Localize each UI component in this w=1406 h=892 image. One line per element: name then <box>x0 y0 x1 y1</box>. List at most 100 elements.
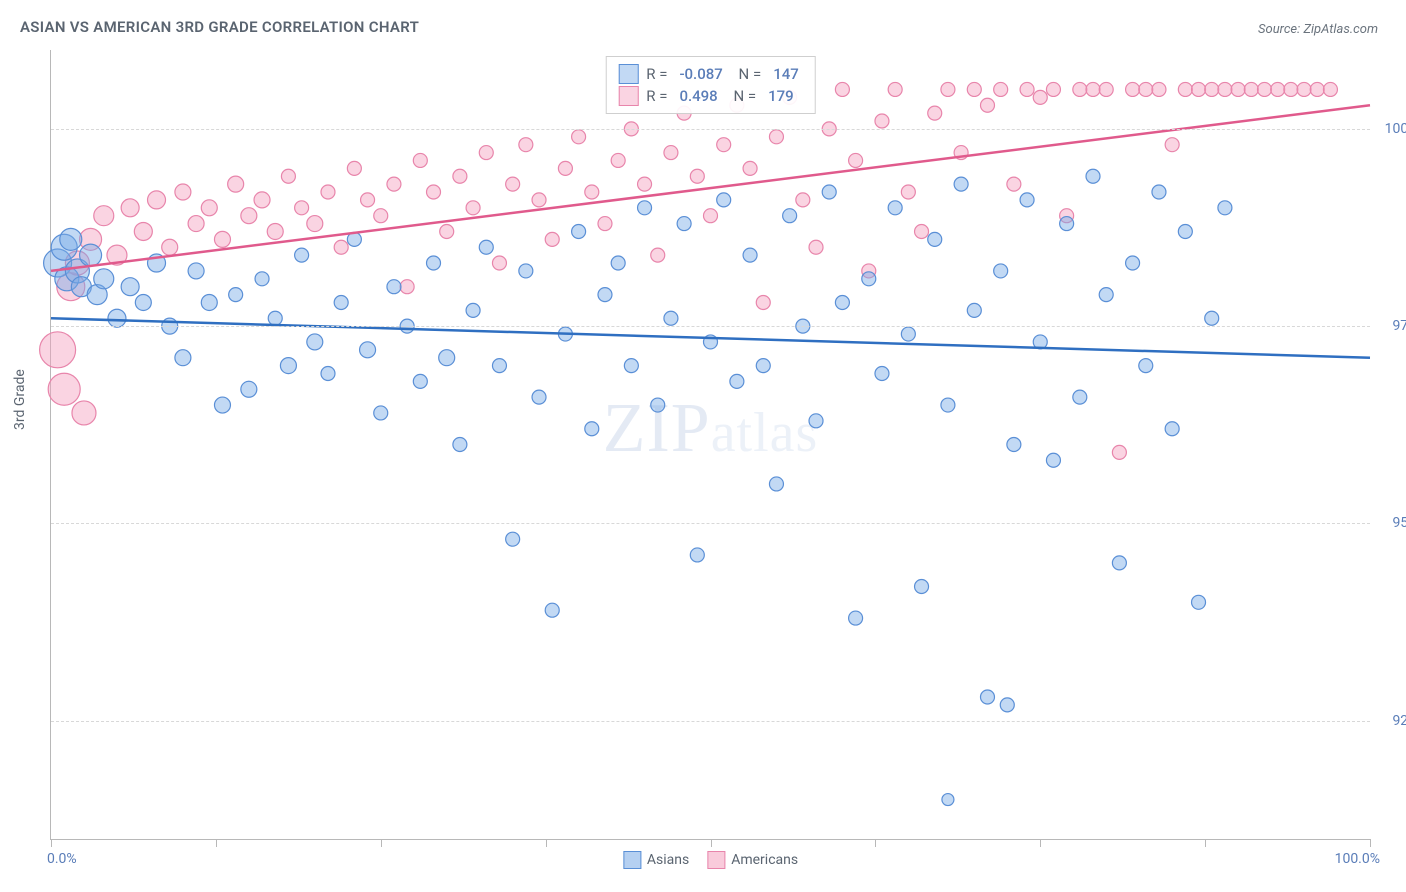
source-value: ZipAtlas.com <box>1303 22 1378 37</box>
data-point <box>677 217 691 231</box>
y-tick-label: 92.5% <box>1392 713 1406 729</box>
trend-line <box>51 318 1370 357</box>
data-point <box>1000 698 1014 712</box>
data-point <box>849 611 863 625</box>
data-point <box>281 169 295 183</box>
data-point <box>427 256 441 270</box>
data-point <box>439 350 455 366</box>
data-point <box>611 153 625 167</box>
x-tick <box>381 839 382 847</box>
data-point <box>796 193 810 207</box>
data-point <box>598 288 612 302</box>
data-point <box>334 295 348 309</box>
data-point <box>1218 82 1232 96</box>
y-tick-label: 100.0% <box>1385 121 1406 137</box>
chart-area: ZIPatlas R = -0.087 N = 147 R = 0.498 N … <box>50 50 1370 840</box>
data-point <box>1297 82 1311 96</box>
data-point <box>479 240 493 254</box>
data-point <box>1086 169 1100 183</box>
data-point <box>849 153 863 167</box>
data-point <box>651 248 665 262</box>
data-point <box>453 438 467 452</box>
data-point <box>1033 90 1047 104</box>
data-point <box>295 248 309 262</box>
data-point <box>704 209 718 223</box>
data-point <box>980 690 994 704</box>
data-point <box>175 184 191 200</box>
data-point <box>321 185 335 199</box>
x-tick <box>546 839 547 847</box>
x-tick <box>1205 839 1206 847</box>
data-point <box>980 98 994 112</box>
data-point <box>532 193 546 207</box>
data-point <box>466 201 480 215</box>
data-point <box>756 295 770 309</box>
legend-r-label: R = <box>646 63 667 85</box>
y-tick-label: 97.5% <box>1392 318 1406 334</box>
swatch-americans-icon <box>707 851 725 869</box>
data-point <box>201 200 217 216</box>
data-point <box>1152 185 1166 199</box>
data-point <box>638 177 652 191</box>
data-point <box>888 82 902 96</box>
data-point <box>400 280 414 294</box>
data-point <box>624 359 638 373</box>
data-point <box>809 414 823 428</box>
legend-row-asians: R = -0.087 N = 147 <box>618 63 803 85</box>
x-axis-start-label: 0.0% <box>47 851 77 867</box>
data-point <box>1046 82 1060 96</box>
data-point <box>1284 82 1298 96</box>
data-point <box>638 201 652 215</box>
data-point <box>769 130 783 144</box>
data-point <box>1020 82 1034 96</box>
x-tick <box>875 839 876 847</box>
data-point <box>1165 422 1179 436</box>
y-tick-label: 95.0% <box>1392 515 1406 531</box>
data-point <box>307 216 323 232</box>
data-point <box>875 366 889 380</box>
data-point <box>717 138 731 152</box>
data-point <box>295 201 309 215</box>
data-point <box>48 373 80 405</box>
legend-n-value-americans: 179 <box>764 85 798 107</box>
data-point <box>572 224 586 238</box>
data-point <box>175 350 191 366</box>
data-point <box>809 240 823 254</box>
data-point <box>730 374 744 388</box>
data-point <box>60 228 82 250</box>
data-point <box>466 303 480 317</box>
data-point <box>492 359 506 373</box>
data-point <box>994 82 1008 96</box>
data-point <box>835 295 849 309</box>
x-axis-end-label: 100.0% <box>1335 851 1380 867</box>
data-point <box>347 161 361 175</box>
source-label: Source: <box>1258 22 1300 37</box>
bottom-legend-asians-label: Asians <box>647 852 689 868</box>
data-point <box>1271 82 1285 96</box>
data-point <box>519 138 533 152</box>
data-point <box>1205 311 1219 325</box>
data-point <box>1192 82 1206 96</box>
x-tick <box>51 839 52 847</box>
data-point <box>1099 82 1113 96</box>
data-point <box>188 216 204 232</box>
gridline <box>51 129 1370 130</box>
data-point <box>440 224 454 238</box>
data-point <box>321 366 335 380</box>
data-point <box>862 272 876 286</box>
data-point <box>254 192 270 208</box>
data-point <box>967 82 981 96</box>
y-axis-label: 3rd Grade <box>12 369 28 430</box>
data-point <box>1020 193 1034 207</box>
swatch-americans <box>618 86 638 106</box>
data-point <box>453 169 467 183</box>
data-point <box>229 288 243 302</box>
data-point <box>228 176 244 192</box>
data-point <box>1086 82 1100 96</box>
data-point <box>1007 438 1021 452</box>
x-tick <box>1370 839 1371 847</box>
data-point <box>1205 82 1219 96</box>
legend-n-label: N = <box>735 63 761 85</box>
data-point <box>942 794 954 806</box>
bottom-legend-asians: Asians <box>623 851 689 869</box>
